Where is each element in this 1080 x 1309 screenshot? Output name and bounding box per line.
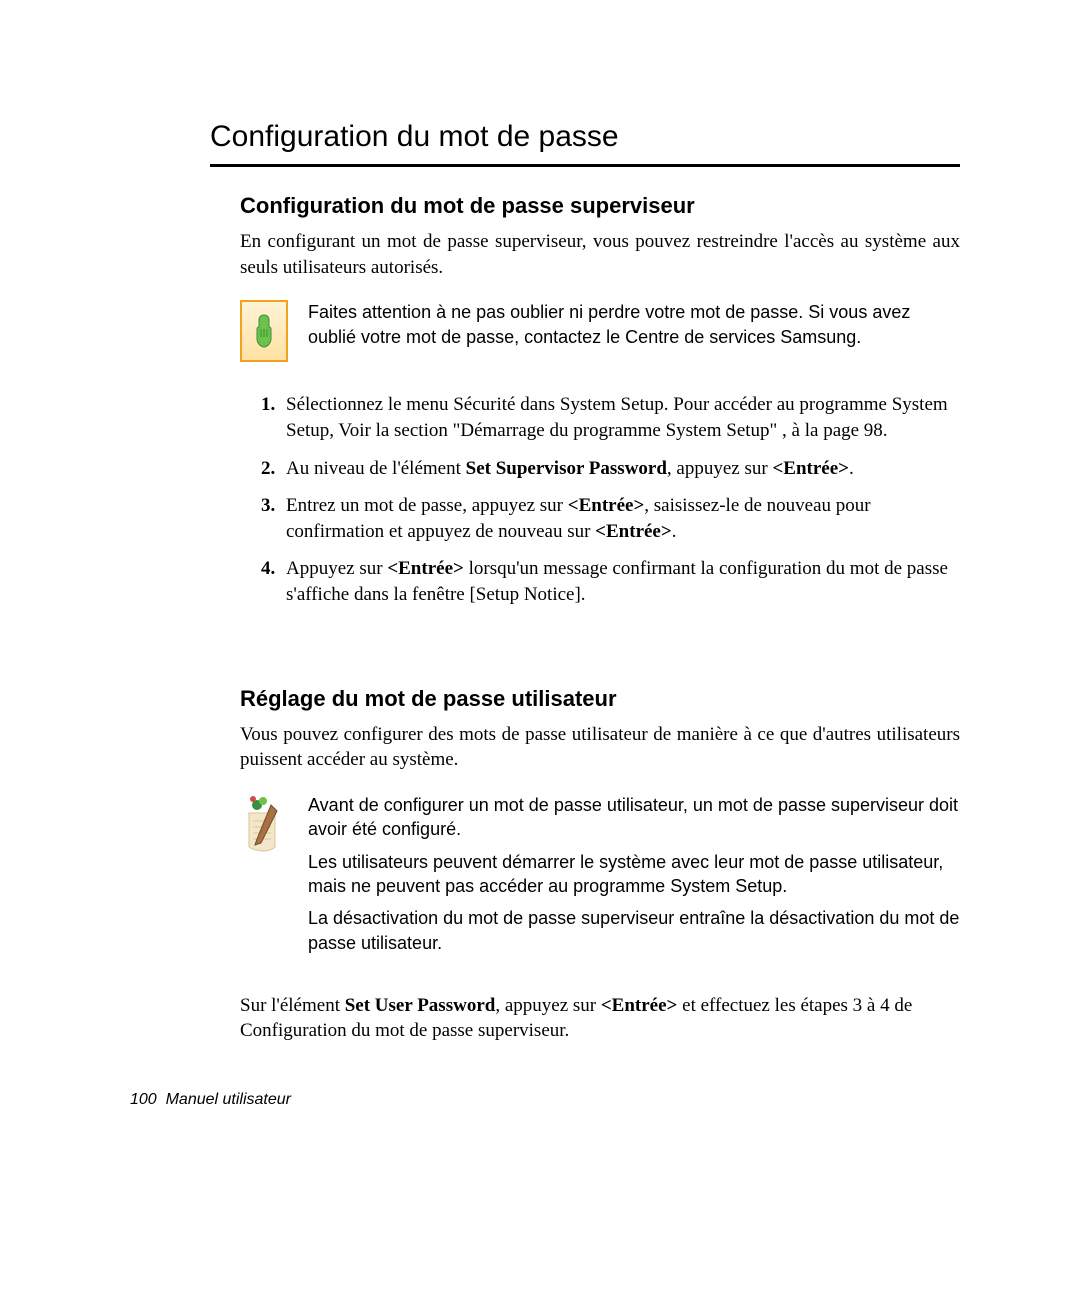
note-text: Avant de configurer un mot de passe util… [308,793,960,963]
section-spacer [210,632,960,686]
page-title: Configuration du mot de passe [210,120,960,154]
note-paragraph-2: Les utilisateurs peuvent démarrer le sys… [308,850,960,899]
step-4-a: Appuyez sur [286,558,387,579]
user-heading: Réglage du mot de passe utilisateur [240,686,960,712]
step-2-e: . [849,458,854,479]
step-3-e: . [672,521,677,542]
note-callout: Avant de configurer un mot de passe util… [240,793,960,963]
step-1-text: Sélectionnez le menu Sécurité dans Syste… [286,394,948,441]
step-1: Sélectionnez le menu Sécurité dans Syste… [280,392,960,443]
note-icon [240,793,288,855]
warning-callout: Faites attention à ne pas oublier ni per… [240,300,960,362]
user-intro: Vous pouvez configurer des mots de passe… [240,722,960,773]
step-3-d: <Entrée> [595,521,672,542]
step-2-a: Au niveau de l'élément [286,458,466,479]
user-final: Sur l'élément Set User Password, appuyez… [240,993,960,1044]
supervisor-steps: Sélectionnez le menu Sécurité dans Syste… [240,392,960,607]
supervisor-heading: Configuration du mot de passe superviseu… [240,193,960,219]
footer-page-number: 100 [130,1091,157,1108]
step-3-b: <Entrée> [568,495,645,516]
section-user: Réglage du mot de passe utilisateur Vous… [240,686,960,1044]
warning-text: Faites attention à ne pas oublier ni per… [308,300,960,357]
supervisor-intro: En configurant un mot de passe supervise… [240,229,960,280]
title-divider [210,164,960,167]
step-3-a: Entrez un mot de passe, appuyez sur [286,495,568,516]
step-2-d: <Entrée> [772,458,849,479]
final-b: Set User Password [345,995,496,1016]
note-paragraph-3: La désactivation du mot de passe supervi… [308,906,960,955]
warning-icon [240,300,288,362]
final-c: , appuyez sur [495,995,601,1016]
step-3: Entrez un mot de passe, appuyez sur <Ent… [280,493,960,544]
final-a: Sur l'élément [240,995,345,1016]
section-supervisor: Configuration du mot de passe superviseu… [240,193,960,608]
note-paragraph-1: Avant de configurer un mot de passe util… [308,793,960,842]
step-2-c: , appuyez sur [667,458,773,479]
step-4-b: <Entrée> [387,558,464,579]
step-2: Au niveau de l'élément Set Supervisor Pa… [280,456,960,482]
final-d: <Entrée> [601,995,678,1016]
footer-label: Manuel utilisateur [166,1091,291,1108]
page-footer: 100 Manuel utilisateur [130,1091,291,1109]
step-2-b: Set Supervisor Password [466,458,667,479]
document-page: Configuration du mot de passe Configurat… [0,0,1080,1309]
warning-paragraph: Faites attention à ne pas oublier ni per… [308,300,960,349]
step-4: Appuyez sur <Entrée> lorsqu'un message c… [280,556,960,607]
